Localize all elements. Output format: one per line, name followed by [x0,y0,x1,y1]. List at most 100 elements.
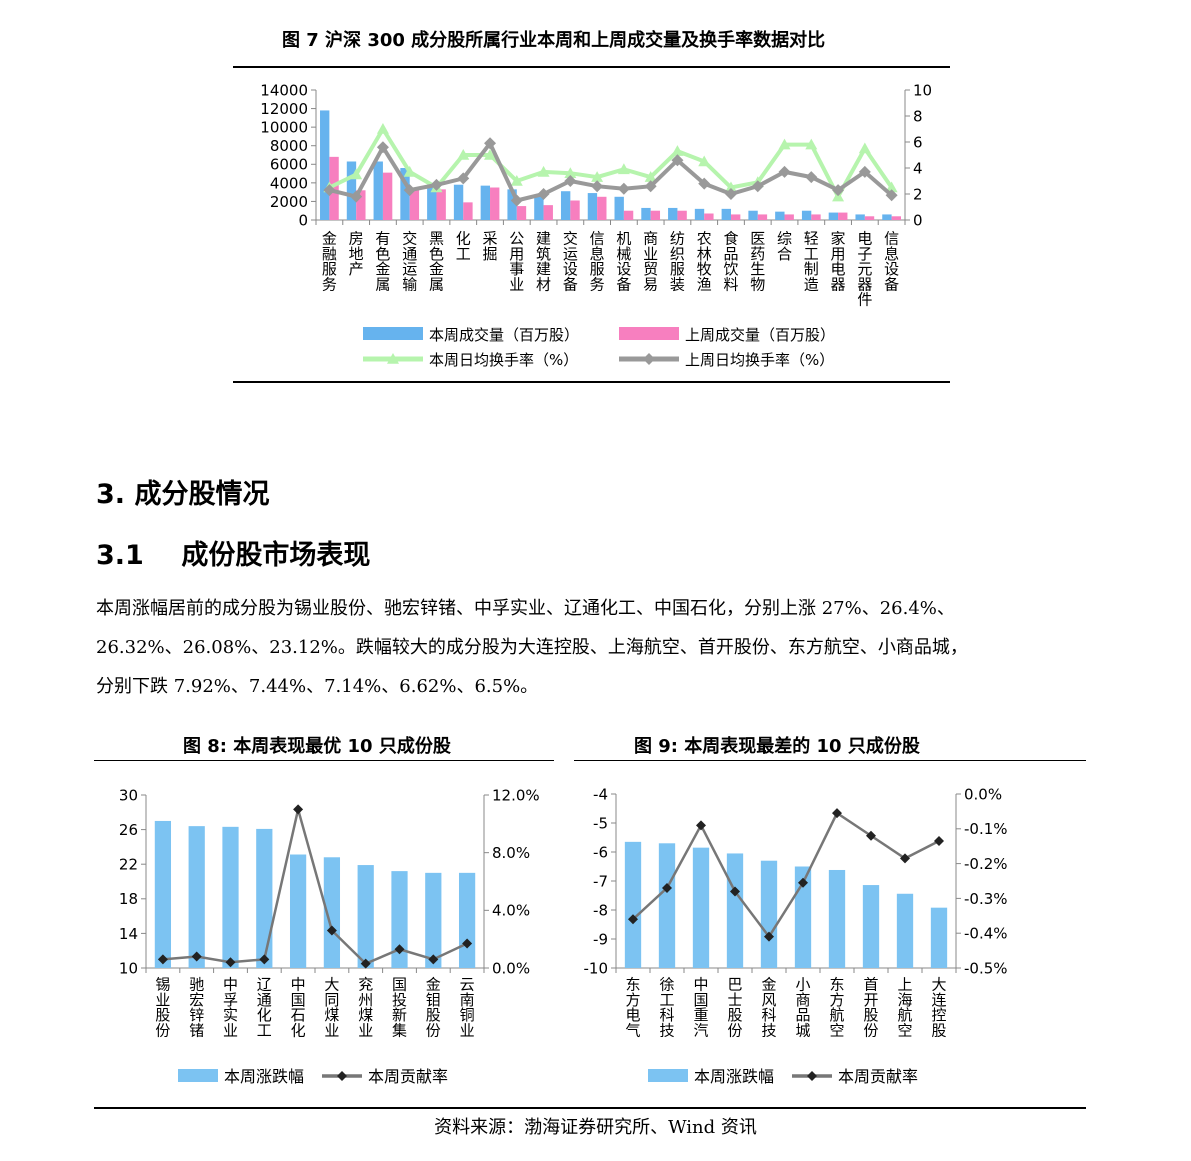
data-point [259,954,270,965]
bar [458,872,476,968]
data-point [360,958,371,969]
x-category-label: 锡业股份 [155,976,170,1040]
x-category-label: 辽通化工 [257,976,272,1040]
legend-marker [337,1071,347,1081]
bar [560,191,571,220]
y-left-tick-label: -4 [593,785,608,803]
x-category-label: 轻工制造 [804,230,819,294]
y-right-tick-label: 2 [913,185,923,203]
x-category-label: 首开股份 [863,976,878,1040]
data-point [591,171,604,182]
data-point [858,165,871,178]
legend-label: 本周成交量（百万股） [429,326,579,344]
y-left-tick-label: 14000 [260,81,308,99]
fig9-chart: -10 -9 -8 -7 -6 -5 -4 -0.5% -0.4% -0.3% -0.2% -0.1%… [584,785,1008,1086]
data-point [537,165,550,177]
legend-label: 上周日均换手率（%） [685,351,834,369]
data-point [430,178,443,191]
bar [726,853,744,968]
legend-marker [807,1071,817,1081]
y-right-tick-label: 0.0% [964,785,1002,803]
y-right-tick-label: -0.2% [964,855,1008,873]
data-point [885,189,898,202]
bar [677,210,687,220]
bar [882,214,892,220]
y-left-tick-label: 18 [119,890,138,908]
bar [516,206,527,220]
y-left-tick-label: -8 [593,901,608,919]
bar [534,194,544,220]
data-point [934,835,944,846]
fig8-top-rule [94,760,554,761]
bar [757,214,768,220]
bar [323,857,341,968]
bar [862,885,880,968]
data-point [805,171,818,184]
y-left-tick-label: 26 [119,821,138,839]
bar [289,854,307,968]
bar [721,208,731,220]
y-right-tick-label: -0.5% [964,959,1008,977]
bar [543,205,553,220]
x-category-label: 金融服务 [322,230,337,294]
source-note: 资料来源：渤海证券研究所、Wind 资讯 [434,1117,757,1138]
bar [480,185,491,220]
x-category-label: 公用事业 [509,230,524,294]
data-point [724,188,737,200]
legend-label: 上周成交量（百万股） [685,326,835,344]
data-point [591,180,604,193]
fig7-bottom-rule [233,381,950,383]
x-category-label: 小商品城 [795,976,810,1040]
data-point [350,168,363,180]
data-point [798,877,808,888]
legend-swatch [363,327,423,340]
fig8-title: 图 8: 本周表现最优 10 只成份股 [183,736,451,757]
bar [453,184,464,220]
bar [436,189,446,220]
x-category-label: 机械设备 [616,230,631,294]
section-3-number: 3. [96,479,126,510]
data-point [698,177,711,190]
legend-swatch [178,1069,218,1082]
bar [811,214,821,220]
bar [896,893,914,968]
series-line [328,139,893,203]
y-left-tick-label: 10000 [260,119,308,137]
section-3-1-number: 3.1 [96,540,144,571]
x-category-label: 徐工科技 [659,976,674,1040]
y-right-tick-label: -0.3% [964,890,1008,908]
data-point [778,138,791,150]
x-category-label: 有色金属 [375,230,390,294]
y-right-tick-label: -0.4% [964,925,1008,943]
section-3-1-heading: 3.1 成份股市场表现 [96,533,370,572]
series-line [162,809,468,966]
paragraph-line-3: 分别下跌 7.92%、7.44%、7.14%、6.62%、6.5%。 [96,676,539,697]
y-left-tick-label: -5 [593,814,608,832]
bar [623,210,634,220]
data-point [293,804,304,815]
bar [320,110,330,220]
x-category-label: 信息服务 [590,230,605,294]
y-left-tick-label: 12000 [260,100,308,118]
y-right-tick-label: 12.0% [492,786,540,804]
bar [838,212,848,220]
y-left-tick-label: -7 [593,872,608,890]
bar [400,168,410,220]
legend-marker [387,353,399,364]
legend-marker [643,353,655,365]
data-point [428,954,439,965]
x-category-label: 商业贸易 [643,230,658,294]
bar [188,826,205,968]
section-3-1-title: 成份股市场表现 [181,540,371,571]
x-category-label: 驰宏锌锗 [189,976,204,1040]
x-category-label: 化工 [456,230,471,263]
y-left-tick-label: 22 [119,856,138,874]
section-3-title: 成分股情况 [134,479,270,510]
legend-label: 本周涨跌幅 [224,1067,304,1086]
x-category-label: 金钼股份 [426,976,441,1040]
series-line [632,811,940,939]
y-right-tick-label: 8 [913,107,923,125]
data-point [662,882,672,893]
bar [587,193,598,220]
data-point [832,184,845,197]
